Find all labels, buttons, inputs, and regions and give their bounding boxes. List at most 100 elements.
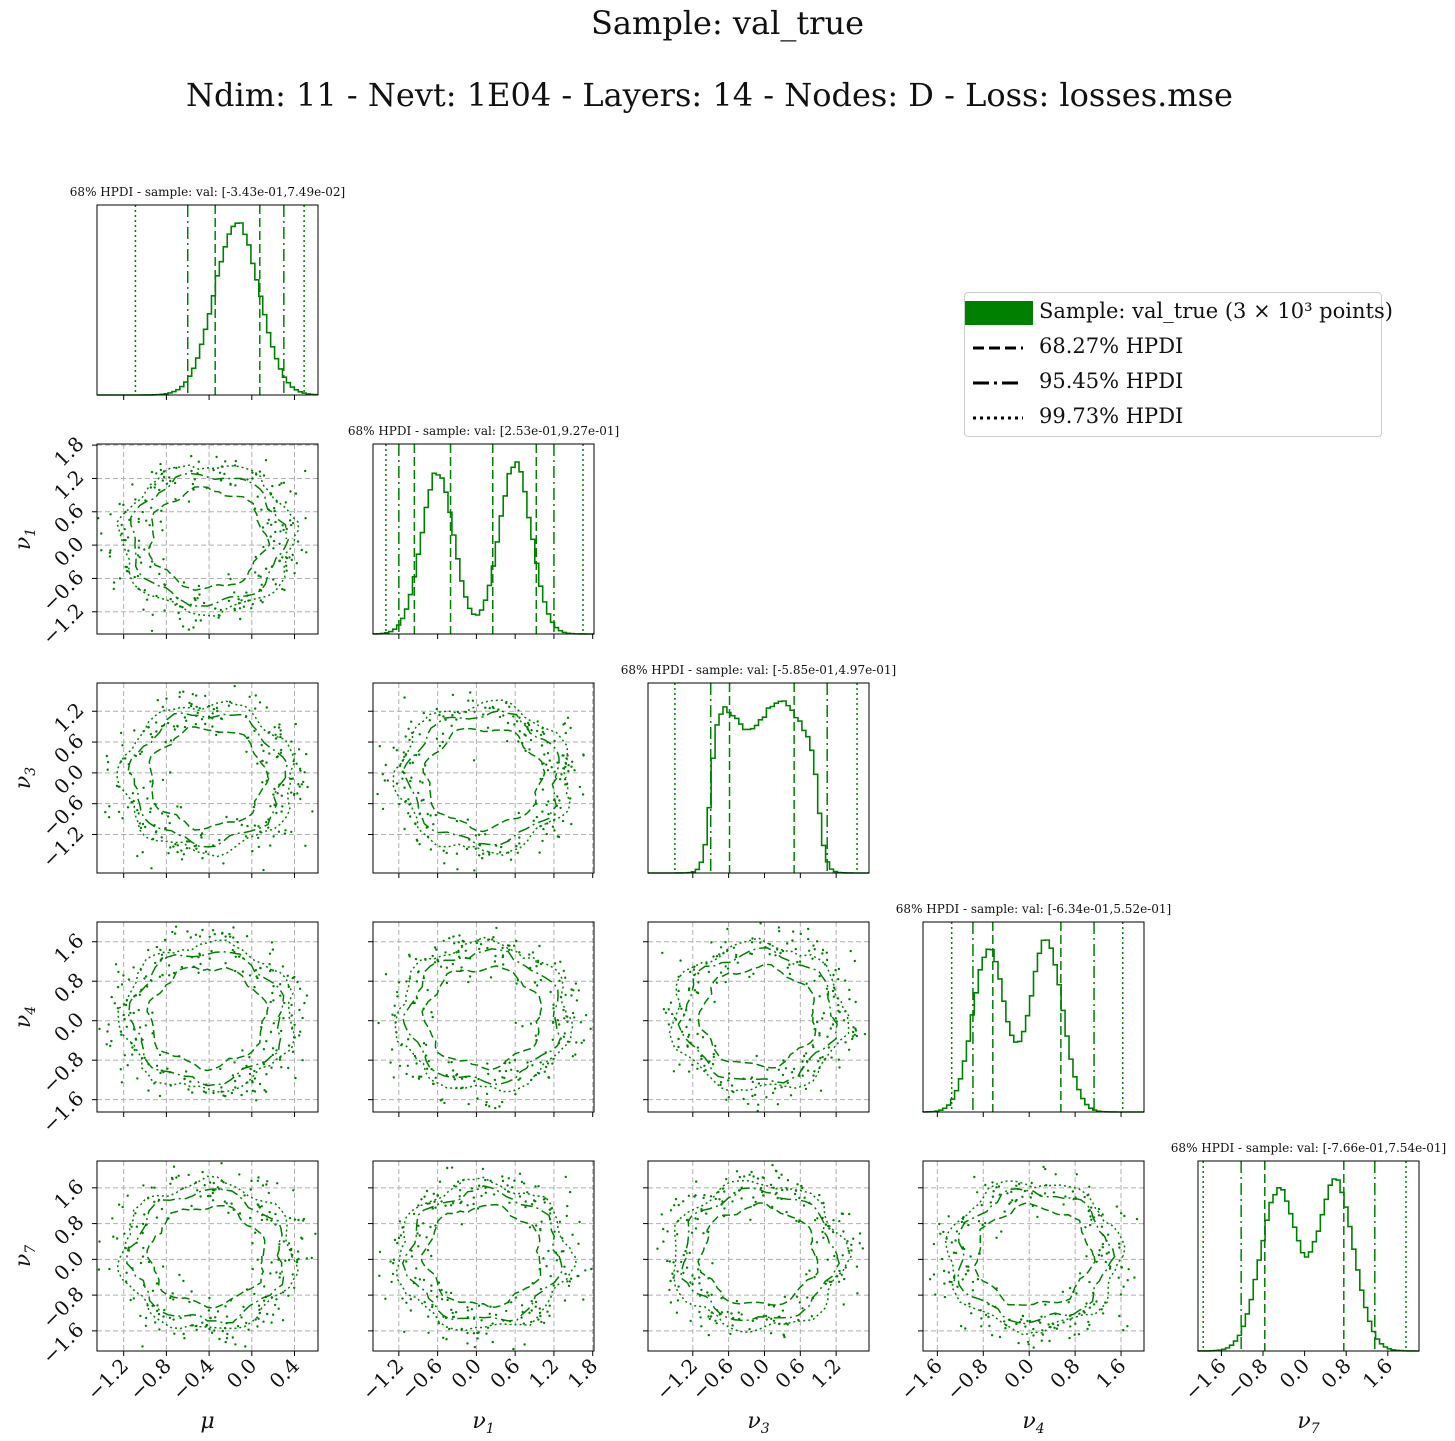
- scatter-point: [453, 1078, 456, 1081]
- scatter-point: [825, 987, 829, 990]
- scatter-point: [1087, 1193, 1090, 1196]
- scatter-point: [761, 1190, 764, 1194]
- scatter-point: [109, 513, 112, 516]
- scatter-point: [1119, 1293, 1123, 1296]
- scatter-point: [435, 948, 438, 951]
- scatter-point: [290, 1003, 293, 1007]
- scatter-point: [488, 853, 491, 856]
- scatter-point: [184, 1070, 188, 1073]
- scatter-point: [1041, 1329, 1044, 1332]
- scatter-point: [769, 1183, 773, 1187]
- scatter-point: [1051, 1322, 1055, 1325]
- scatter-point: [147, 726, 150, 729]
- scatter-point: [718, 1313, 721, 1316]
- scatter-point: [735, 953, 738, 957]
- scatter-point: [414, 822, 417, 826]
- scatter-point: [194, 844, 198, 847]
- scatter-point: [1090, 1218, 1093, 1222]
- scatter-point: [204, 694, 207, 698]
- scatter-point: [1075, 1292, 1078, 1295]
- scatter-point: [768, 953, 771, 956]
- scatter-point: [121, 1205, 124, 1209]
- scatter-point: [416, 1232, 419, 1235]
- y-tick-label: 0.8: [49, 1210, 88, 1249]
- scatter-point: [168, 974, 171, 977]
- scatter-point: [258, 1082, 262, 1086]
- scatter-point: [150, 560, 154, 563]
- scatter-point: [410, 720, 413, 723]
- scatter-point: [396, 990, 399, 994]
- scatter-point: [136, 574, 140, 578]
- scatter-point: [172, 1298, 175, 1301]
- scatter-point: [950, 1280, 953, 1284]
- diag-panel-mu: 68% HPDI - sample: val: [-3.43e-01,7.49e…: [70, 185, 345, 400]
- scatter-point: [246, 478, 249, 481]
- scatter-point: [443, 862, 446, 865]
- scatter-point: [491, 938, 494, 941]
- scatter-point: [229, 935, 232, 938]
- scatter-point: [208, 935, 211, 938]
- scatter-point: [210, 949, 213, 953]
- scatter-point: [100, 549, 103, 552]
- scatter-point: [980, 1204, 983, 1207]
- scatter-point: [722, 952, 725, 955]
- scatter-point: [422, 1222, 425, 1225]
- y-axis-label-sub: 7: [23, 1245, 39, 1254]
- scatter-point: [565, 1214, 568, 1218]
- scatter-point: [130, 801, 133, 804]
- scatter-point: [234, 969, 237, 973]
- scatter-point: [771, 1091, 775, 1095]
- contour-997: [116, 700, 296, 858]
- scatter-point: [470, 1187, 474, 1190]
- scatter-point: [812, 944, 815, 947]
- scatter-point: [273, 726, 276, 729]
- scatter-point: [1062, 1203, 1065, 1206]
- scatter-point: [494, 954, 497, 958]
- scatter-point: [987, 1303, 990, 1306]
- scatter-point: [547, 1076, 550, 1079]
- scatter-point: [513, 723, 516, 726]
- scatter-point: [752, 1175, 755, 1178]
- scatter-point: [1092, 1291, 1095, 1295]
- x-tick-label: 1.6: [1358, 1354, 1397, 1393]
- y-tick-label: 0.8: [49, 968, 88, 1007]
- scatter-point: [844, 979, 847, 982]
- scatter-point: [261, 526, 265, 529]
- scatter-point: [838, 1220, 841, 1223]
- scatter-point: [407, 812, 410, 815]
- scatter-point: [441, 740, 444, 744]
- scatter-point: [214, 1316, 217, 1319]
- scatter-point: [552, 1284, 555, 1287]
- scatter-point: [279, 733, 282, 736]
- x-tick-label: 0.8: [1045, 1354, 1084, 1393]
- scatter-point: [445, 1291, 448, 1294]
- scatter-point: [147, 1089, 150, 1092]
- scatter-point: [158, 975, 162, 978]
- scatter-point: [455, 718, 458, 721]
- scatter-point: [421, 781, 424, 784]
- scatter-point: [524, 749, 527, 753]
- x-tick-label: −0.8: [125, 1354, 176, 1405]
- scatter-point: [769, 1332, 773, 1335]
- scatter-point: [777, 1315, 780, 1319]
- scatter-point: [720, 1311, 724, 1314]
- scatter-point: [168, 476, 171, 479]
- scatter-point: [275, 811, 278, 815]
- scatter-point: [699, 1316, 702, 1319]
- scatter-point: [792, 1067, 796, 1071]
- scatter-point: [1005, 1324, 1008, 1327]
- scatter-point: [753, 1093, 757, 1097]
- scatter-point: [694, 1217, 697, 1220]
- scatter-point: [147, 1063, 150, 1066]
- scatter-point: [501, 1100, 504, 1104]
- x-tick-label: 1.6: [1091, 1354, 1130, 1393]
- scatter-point: [776, 948, 779, 951]
- scatter-point: [938, 1222, 941, 1226]
- scatter-point: [293, 1023, 296, 1026]
- scatter-point: [858, 1242, 861, 1245]
- scatter-point: [816, 1020, 819, 1024]
- scatter-point: [786, 1323, 789, 1326]
- scatter-point: [1088, 1306, 1092, 1309]
- scatter-point: [197, 460, 200, 463]
- scatter-point: [691, 1274, 694, 1277]
